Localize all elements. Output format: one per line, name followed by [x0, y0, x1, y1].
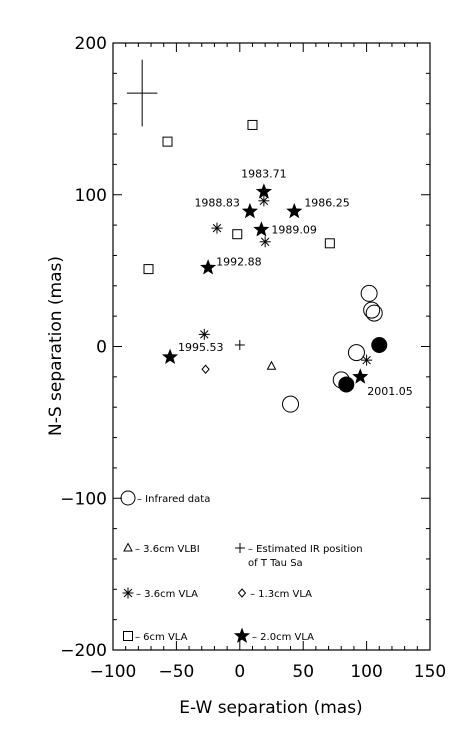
x-axis-title: E-W separation (mas) [179, 698, 362, 718]
asterisk-stroke [260, 237, 270, 247]
epoch-label: 1995.53 [178, 341, 224, 354]
epoch-label: 1988.83 [194, 196, 240, 209]
legend-symbol [237, 588, 247, 598]
ir_open-point [365, 304, 383, 322]
legend-label: – 1.3cm VLA [250, 589, 312, 600]
legend-label: – 6cm VLA [135, 632, 188, 643]
x-tick-label: 0 [234, 662, 245, 682]
vla6-point [324, 238, 335, 249]
vla20-point [162, 348, 179, 364]
legend-symbol [233, 627, 251, 643]
ir_open-point [347, 344, 365, 362]
asterisk-stroke [259, 196, 269, 206]
vla36-point [211, 222, 223, 234]
x-tick-label: −100 [90, 662, 137, 682]
x-tick-label: 150 [414, 662, 446, 682]
vla20-point [255, 183, 272, 199]
legend-symbol [120, 490, 136, 506]
vla6-point [232, 229, 243, 240]
epoch-label: 1986.25 [304, 196, 350, 209]
vla6-point [247, 119, 258, 130]
vla6-point [162, 136, 173, 147]
legend-label: – 3.6cm VLA [136, 589, 198, 600]
vla36-point [259, 236, 271, 248]
vlbi36-point [266, 360, 277, 370]
ir_filled-point [338, 376, 355, 393]
legend-label: – 2.0cm VLA [252, 632, 314, 643]
legend-symbol [123, 542, 133, 552]
vla20-point [253, 221, 270, 237]
vla20-point [352, 368, 369, 384]
ir_open-point [282, 395, 300, 413]
legend-symbol [235, 543, 245, 553]
x-tick-label: −50 [158, 662, 194, 682]
asterisk-stroke [200, 330, 209, 339]
legend-symbol [123, 631, 133, 641]
y-tick-label: −200 [60, 641, 107, 661]
error-bar [126, 59, 158, 127]
ir_open-point [363, 301, 381, 319]
y-tick-label: −100 [60, 489, 107, 509]
legend: – Infrared data – 3.6cm VLBI – Estimated I… [120, 490, 363, 643]
asterisk-stroke [123, 588, 133, 598]
y-tick-label: 100 [75, 186, 107, 206]
epoch-label: 1983.71 [241, 168, 287, 181]
legend-label: – Infrared data [137, 494, 210, 505]
legend-label: of T Tau Sa [248, 558, 303, 569]
y-tick-label: 0 [96, 338, 107, 358]
x-tick-label: 100 [350, 662, 382, 682]
epoch-label: 1989.09 [271, 224, 317, 237]
legend-label: – 3.6cm VLBI [135, 544, 200, 555]
vla6-point [143, 264, 154, 275]
vla13-point [201, 364, 210, 375]
vla20-point [200, 259, 217, 275]
vla20-point [241, 202, 258, 219]
y-axis-title: N-S separation (mas) [46, 256, 66, 436]
x-tick-label: 50 [292, 662, 314, 682]
ir_filled-point [371, 336, 388, 353]
epoch-labels: 1983.71 1986.25 1988.83 1989.09 1992.88 1995.… [178, 168, 413, 398]
vla36-point [258, 195, 270, 207]
epoch-label: 1992.88 [216, 256, 262, 269]
vla20-point [286, 202, 303, 219]
vla36-point [198, 328, 210, 340]
legend-label: – Estimated IR position [248, 544, 363, 555]
ir_open-point [360, 284, 378, 302]
legend-symbol [122, 587, 134, 599]
y-tick-label: 200 [75, 34, 107, 54]
asterisk-stroke [212, 223, 222, 233]
epoch-label: 2001.05 [367, 385, 413, 398]
vla36-point [361, 354, 373, 366]
asterisk-stroke [362, 355, 371, 365]
ir_est-point [234, 339, 245, 350]
data-marks [143, 119, 388, 413]
